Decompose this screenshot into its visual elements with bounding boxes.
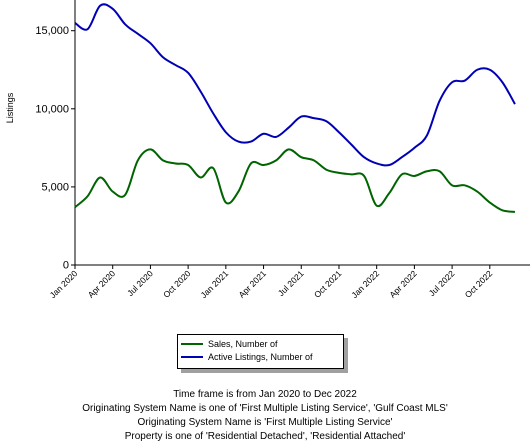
legend-swatch-sales <box>181 343 203 345</box>
x-tick-label: Jan 2022 <box>349 268 381 300</box>
y-tick-label: 15,000 <box>35 25 69 37</box>
legend-label-sales: Sales, Number of <box>208 339 278 349</box>
plot-background <box>75 0 530 265</box>
legend-swatch-active-listings <box>181 356 203 358</box>
sales-line <box>74 148 516 213</box>
chart-legend: Sales, Number of Active Listings, Number… <box>177 334 344 369</box>
y-tick-label: 5,000 <box>41 181 69 193</box>
active-listings-line <box>74 3 516 167</box>
x-tick-label: Jan 2021 <box>198 268 230 300</box>
x-tick-label: Oct 2021 <box>312 268 344 300</box>
footnote-timeframe: Time frame is from Jan 2020 to Dec 2022 <box>173 389 357 400</box>
legend-label-active-listings: Active Listings, Number of <box>208 352 313 362</box>
y-tick-label: 10,000 <box>35 103 69 115</box>
chart-footnotes: Time frame is from Jan 2020 to Dec 2022 … <box>0 388 530 444</box>
x-tick-label: Oct 2020 <box>161 268 193 300</box>
footnote-property-type: Property is one of 'Residential Detached… <box>124 431 406 442</box>
series-group <box>74 3 516 213</box>
y-axis-label: Listings <box>5 92 15 123</box>
x-tick-label: Jul 2021 <box>276 268 306 298</box>
y-tick-label: 0 <box>63 260 69 272</box>
footnote-originating-system: Originating System Name is 'First Multip… <box>137 417 393 428</box>
y-axis-ticks: 0 5,000 10,000 15,000 <box>35 25 75 272</box>
legend-item-active-listings: Active Listings, Number of <box>178 351 343 364</box>
plot-area <box>74 0 530 266</box>
x-tick-label: Jan 2020 <box>48 268 80 300</box>
legend-item-sales: Sales, Number of <box>178 338 343 351</box>
x-tick-label: Jul 2022 <box>427 268 457 298</box>
x-tick-label: Apr 2022 <box>387 268 419 300</box>
footnote-originating-system-list: Originating System Name is one of 'First… <box>82 403 448 414</box>
x-axis-ticks: Jan 2020 Apr 2020 Jul 2020 Oct 2020 Jan 2021… <box>48 265 495 300</box>
x-tick-label: Oct 2022 <box>463 268 495 300</box>
x-tick-label: Apr 2020 <box>86 268 118 300</box>
x-tick-label: Jul 2020 <box>125 268 155 298</box>
x-tick-label: Apr 2021 <box>236 268 268 300</box>
